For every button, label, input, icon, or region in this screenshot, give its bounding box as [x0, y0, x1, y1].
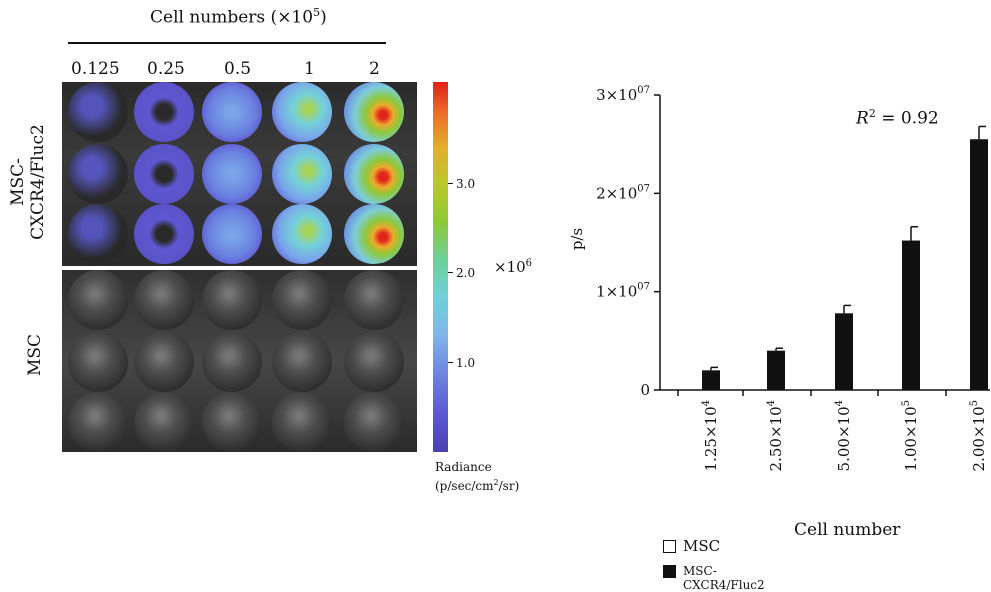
plate-top-well-r2-c0 — [68, 204, 128, 264]
r-squared-r: R — [856, 108, 869, 129]
bar-msc-cxcr4-0 — [702, 370, 720, 390]
bar-chart: 3×1007 2×1007 1×1007 0 1.25×104 2.50×104 5.00×… — [596, 85, 990, 471]
plate-bottom-well-r2-c2 — [202, 392, 262, 452]
column-label-0: 0.125 — [71, 59, 120, 79]
plate-top-well-r0-c3 — [272, 82, 332, 142]
colorbar-label-2: 2.0 — [456, 266, 476, 280]
y-axis-label: p/s — [568, 227, 587, 251]
colorbar-multiplier-base: ×10 — [494, 258, 526, 276]
plate-bottom-well-r1-c3 — [272, 332, 332, 392]
x-tick-label-1: 2.50×104 — [766, 400, 785, 471]
plate-bottom-well-r0-c2 — [202, 270, 262, 330]
colorbar-title-line2-exp: 2 — [493, 478, 499, 487]
colorbar-tick-3 — [448, 183, 453, 184]
plate-top-well-r2-c3 — [272, 204, 332, 264]
plate-top-well-r0-c0 — [68, 82, 128, 142]
row-label-top-line1: MSC- — [8, 158, 28, 206]
plate-bottom-well-r2-c3 — [272, 392, 332, 452]
column-label-3: 1 — [304, 59, 315, 79]
colorbar-multiplier-exp: 6 — [525, 258, 533, 269]
row-label-bottom: MSC — [25, 333, 45, 377]
bar-msc-cxcr4-4 — [970, 139, 988, 390]
plate-bottom-well-r0-c1 — [134, 270, 194, 330]
plate-top-well-r1-c3 — [272, 144, 332, 204]
plate-bottom-well-r1-c0 — [68, 332, 128, 392]
y-tick-label-3: 0 — [640, 381, 650, 399]
legend-swatch-msc-cxcr4 — [663, 565, 676, 578]
colorbar-title-line2: (p/sec/cm2/sr) — [435, 475, 519, 494]
plate-top-well-r0-c2 — [202, 82, 262, 142]
header-underline — [68, 42, 386, 44]
column-label-4: 2 — [369, 59, 380, 79]
plate-top-well-r0-c1 — [134, 82, 194, 142]
colorbar-title-line2-b: /sr) — [498, 479, 520, 493]
plate-top-well-r2-c4 — [344, 204, 404, 264]
plate-bottom-well-r1-c2 — [202, 332, 262, 392]
bar-msc-cxcr4-1 — [767, 350, 785, 390]
colorbar-title: Radiance (p/sec/cm2/sr) — [435, 459, 519, 494]
colorbar-title-line2-a: (p/sec/cm — [435, 479, 494, 493]
plate-top-well-r1-c4 — [344, 144, 404, 204]
colorbar-multiplier: ×106 — [494, 258, 532, 276]
colorbar-title-line1: Radiance — [435, 460, 492, 474]
cell-numbers-header-exp: 5 — [313, 6, 321, 19]
x-tick-label-3: 1.00×105 — [901, 400, 920, 471]
msc-plate-image — [62, 270, 417, 452]
colorbar-label-3: 3.0 — [456, 177, 476, 191]
bioluminescence-plate-image — [62, 82, 417, 266]
plate-top-well-r2-c2 — [202, 204, 262, 264]
y-tick-label-0: 3×1007 — [596, 85, 650, 104]
cell-numbers-header-close: ) — [320, 7, 327, 28]
r-squared-annotation: R2 = 0.92 — [856, 107, 939, 129]
legend-swatch-msc — [663, 540, 676, 553]
radiance-colorbar — [433, 82, 448, 452]
plate-bottom-well-r1-c1 — [134, 332, 194, 392]
x-tick-label-0: 1.25×104 — [701, 400, 720, 471]
r-squared-exp: 2 — [868, 107, 876, 120]
column-label-1: 0.25 — [147, 59, 185, 79]
plate-bottom-well-r0-c0 — [68, 270, 128, 330]
plate-bottom-well-r0-c3 — [272, 270, 332, 330]
bar-msc-cxcr4-3 — [902, 240, 920, 390]
plate-bottom-well-r2-c4 — [344, 392, 404, 452]
plate-top-well-r1-c0 — [68, 144, 128, 204]
r-squared-value: = 0.92 — [875, 108, 939, 129]
row-label-top-line2: CXCR4/Fluc2 — [28, 124, 48, 240]
plate-bottom-well-r1-c4 — [344, 332, 404, 392]
colorbar-tick-2 — [448, 272, 453, 273]
plate-top-well-r1-c1 — [134, 144, 194, 204]
colorbar-tick-1 — [448, 362, 453, 363]
x-tick-label-4: 2.00×105 — [969, 400, 988, 471]
plate-top-well-r2-c1 — [134, 204, 194, 264]
plate-bottom-well-r2-c1 — [134, 392, 194, 452]
y-tick-label-2: 1×1007 — [596, 282, 650, 301]
cell-numbers-header-text: Cell numbers (×10 — [150, 7, 314, 28]
column-label-2: 0.5 — [224, 59, 252, 79]
plate-top-well-r1-c2 — [202, 144, 262, 204]
legend-label-msc: MSC — [683, 537, 721, 555]
bar-msc-cxcr4-2 — [835, 313, 853, 390]
row-label-top: MSC- CXCR4/Fluc2 — [8, 112, 52, 252]
plate-bottom-well-r2-c0 — [68, 392, 128, 452]
y-tick-label-1: 2×1007 — [596, 183, 650, 202]
x-tick-label-2: 5.00×104 — [834, 400, 853, 471]
colorbar-label-1: 1.0 — [456, 356, 476, 370]
plate-bottom-well-r0-c4 — [344, 270, 404, 330]
plate-top-well-r0-c4 — [344, 82, 404, 142]
x-axis-label: Cell number — [794, 520, 901, 540]
cell-numbers-header: Cell numbers (×105) — [150, 6, 327, 28]
